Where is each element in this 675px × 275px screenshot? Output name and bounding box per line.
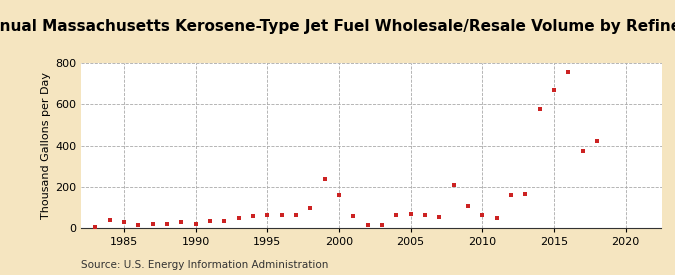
Point [377, 223, 387, 228]
Point [234, 215, 244, 220]
Point [262, 213, 273, 218]
Point [90, 225, 101, 229]
Point [133, 223, 144, 228]
Point [362, 222, 373, 227]
Point [520, 191, 531, 196]
Point [591, 138, 602, 143]
Point [190, 222, 201, 226]
Point [420, 213, 431, 218]
Point [462, 204, 473, 208]
Point [333, 192, 344, 197]
Point [577, 149, 588, 153]
Point [119, 220, 130, 225]
Point [319, 177, 330, 181]
Point [219, 219, 230, 223]
Text: Source: U.S. Energy Information Administration: Source: U.S. Energy Information Administ… [81, 260, 328, 270]
Text: Annual Massachusetts Kerosene-Type Jet Fuel Wholesale/Resale Volume by Refiners: Annual Massachusetts Kerosene-Type Jet F… [0, 19, 675, 34]
Point [176, 220, 187, 224]
Point [305, 205, 316, 210]
Point [491, 216, 502, 220]
Point [104, 218, 115, 223]
Point [291, 213, 302, 218]
Y-axis label: Thousand Gallons per Day: Thousand Gallons per Day [41, 72, 51, 219]
Point [434, 215, 445, 219]
Point [161, 222, 172, 227]
Point [205, 219, 215, 224]
Point [405, 212, 416, 216]
Point [391, 213, 402, 218]
Point [248, 214, 259, 218]
Point [147, 222, 158, 226]
Point [448, 183, 459, 187]
Point [276, 213, 287, 218]
Point [563, 69, 574, 74]
Point [506, 193, 516, 197]
Point [477, 213, 488, 218]
Point [348, 214, 358, 218]
Point [535, 106, 545, 111]
Point [549, 87, 560, 92]
